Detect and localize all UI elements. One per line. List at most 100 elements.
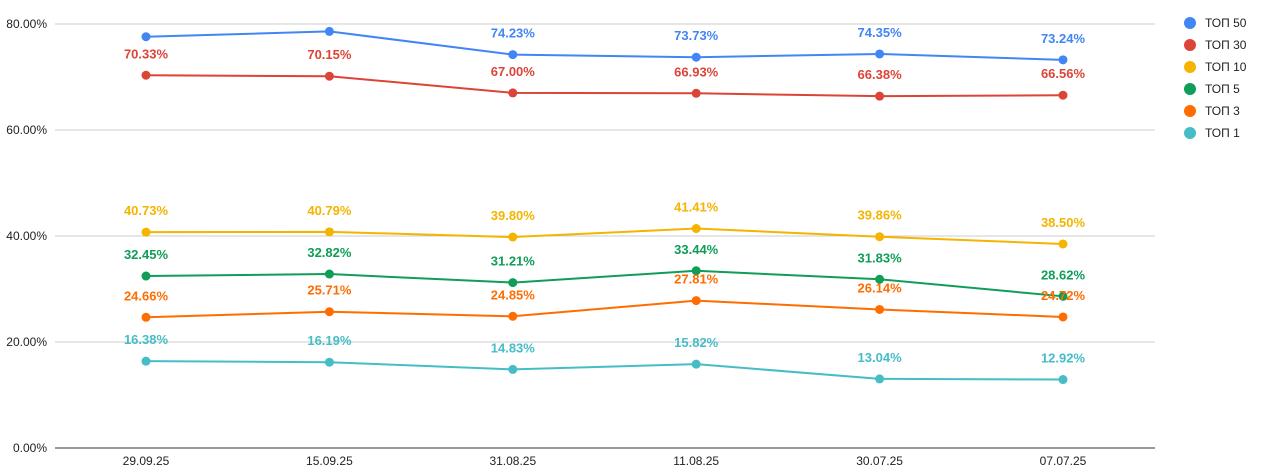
data-label: 26.14% bbox=[858, 280, 903, 295]
x-axis-ticks: 29.09.25 15.09.25 31.08.25 11.08.25 30.07.25… bbox=[123, 454, 1087, 468]
legend-marker bbox=[1184, 61, 1196, 73]
data-label: 31.21% bbox=[491, 254, 536, 269]
series-line bbox=[145, 30, 1064, 61]
data-label: 73.24% bbox=[1041, 31, 1086, 46]
data-label: 27.81% bbox=[674, 272, 719, 287]
series-line bbox=[145, 227, 1064, 245]
data-point bbox=[1058, 90, 1068, 100]
series-4 bbox=[141, 266, 1068, 301]
data-label: 40.73% bbox=[124, 203, 169, 218]
data-point bbox=[508, 278, 518, 288]
x-tick-label: 30.07.25 bbox=[856, 454, 903, 468]
data-label: 66.56% bbox=[1041, 66, 1086, 81]
legend-item: ТОП 5 bbox=[1184, 82, 1240, 96]
legend: ТОП 50 ТОП 30 ТОП 10 ТОП 5 ТОП 3 ТОП 1 bbox=[1184, 16, 1247, 140]
legend-marker bbox=[1184, 83, 1196, 95]
x-tick-label: 15.09.25 bbox=[306, 454, 353, 468]
x-tick-label: 11.08.25 bbox=[673, 454, 719, 468]
series-1 bbox=[141, 26, 1068, 65]
data-label: 41.41% bbox=[674, 200, 719, 215]
legend-item: ТОП 1 bbox=[1184, 126, 1240, 140]
series-group bbox=[141, 26, 1068, 385]
data-point bbox=[508, 364, 518, 374]
data-point bbox=[141, 32, 151, 42]
data-point bbox=[1058, 375, 1068, 385]
data-point bbox=[875, 232, 885, 242]
data-point bbox=[141, 227, 151, 237]
data-label: 39.86% bbox=[858, 208, 903, 223]
y-tick-label: 20.00% bbox=[6, 335, 47, 349]
data-labels: 74.23% 73.73% 74.35% 73.24% 70.33% 70.15% 67.0… bbox=[124, 25, 1086, 366]
data-label: 12.92% bbox=[1041, 351, 1086, 366]
data-point bbox=[875, 49, 885, 59]
data-label: 33.44% bbox=[674, 242, 719, 257]
data-point bbox=[141, 356, 151, 366]
legend-item: ТОП 30 bbox=[1184, 38, 1247, 52]
data-label: 31.83% bbox=[858, 250, 903, 265]
legend-marker bbox=[1184, 105, 1196, 117]
legend-item: ТОП 50 bbox=[1184, 16, 1247, 30]
y-tick-label: 80.00% bbox=[6, 17, 47, 31]
data-point bbox=[508, 50, 518, 60]
data-label: 40.79% bbox=[307, 203, 352, 218]
data-label: 16.38% bbox=[124, 332, 169, 347]
data-point bbox=[691, 359, 701, 369]
data-point bbox=[691, 266, 701, 276]
legend-marker bbox=[1184, 39, 1196, 51]
data-label: 70.33% bbox=[124, 46, 169, 61]
data-point bbox=[1058, 239, 1068, 249]
data-label: 24.85% bbox=[491, 287, 536, 302]
data-point bbox=[875, 374, 885, 384]
legend-marker bbox=[1184, 127, 1196, 139]
legend-label: ТОП 3 bbox=[1205, 104, 1240, 118]
series-line bbox=[145, 74, 1064, 98]
data-label: 24.72% bbox=[1041, 288, 1086, 303]
data-point bbox=[508, 232, 518, 242]
x-tick-label: 07.07.25 bbox=[1040, 454, 1087, 468]
data-point bbox=[1058, 55, 1068, 65]
data-point bbox=[141, 312, 151, 322]
gridlines bbox=[55, 23, 1155, 449]
data-label: 74.23% bbox=[491, 26, 536, 41]
y-axis-ticks: 0.00% 20.00% 40.00% 60.00% 80.00% bbox=[6, 17, 47, 455]
series-line bbox=[145, 299, 1064, 319]
data-label: 32.82% bbox=[307, 245, 352, 260]
data-point bbox=[324, 227, 334, 237]
data-point bbox=[691, 224, 701, 234]
data-label: 32.45% bbox=[124, 247, 169, 262]
series-6 bbox=[141, 356, 1068, 385]
data-label: 39.80% bbox=[491, 208, 536, 223]
data-point bbox=[324, 357, 334, 367]
legend-label: ТОП 30 bbox=[1205, 38, 1247, 52]
x-tick-label: 31.08.25 bbox=[489, 454, 536, 468]
data-point bbox=[141, 70, 151, 80]
data-point bbox=[508, 311, 518, 321]
x-tick-label: 29.09.25 bbox=[123, 454, 170, 468]
data-label: 38.50% bbox=[1041, 215, 1086, 230]
data-label: 13.04% bbox=[858, 350, 903, 365]
legend-label: ТОП 5 bbox=[1205, 82, 1240, 96]
data-label: 66.93% bbox=[674, 64, 719, 79]
data-point bbox=[324, 26, 334, 36]
legend-label: ТОП 1 bbox=[1205, 126, 1240, 140]
legend-item: ТОП 10 bbox=[1184, 60, 1247, 74]
y-tick-label: 60.00% bbox=[6, 123, 47, 137]
data-point bbox=[875, 304, 885, 314]
data-point bbox=[691, 296, 701, 306]
data-label: 70.15% bbox=[307, 47, 352, 62]
legend-marker bbox=[1184, 17, 1196, 29]
data-label: 16.19% bbox=[307, 333, 352, 348]
data-label: 14.83% bbox=[491, 340, 536, 355]
legend-label: ТОП 10 bbox=[1205, 60, 1247, 74]
data-label: 67.00% bbox=[491, 64, 536, 79]
legend-label: ТОП 50 bbox=[1205, 16, 1247, 30]
y-tick-label: 40.00% bbox=[6, 229, 47, 243]
data-label: 66.38% bbox=[858, 67, 903, 82]
y-tick-label: 0.00% bbox=[13, 441, 47, 455]
data-label: 25.71% bbox=[307, 283, 352, 298]
series-3 bbox=[141, 224, 1068, 249]
data-point bbox=[324, 71, 334, 81]
data-label: 28.62% bbox=[1041, 267, 1086, 282]
series-5 bbox=[141, 296, 1068, 322]
data-point bbox=[141, 271, 151, 281]
